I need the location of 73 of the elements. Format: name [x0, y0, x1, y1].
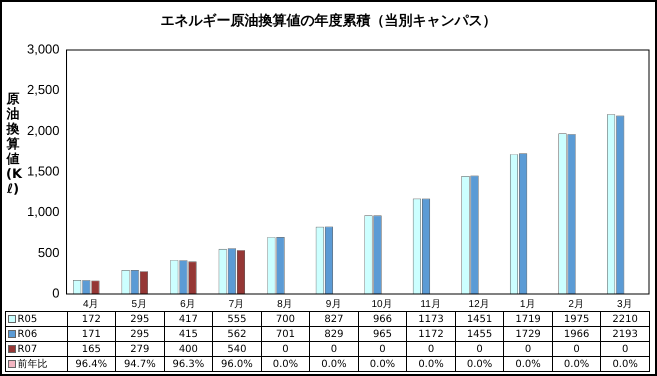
y-tick-label: 1,000: [26, 204, 60, 220]
x-tick-label: 12月: [468, 298, 490, 310]
x-tick-label: 2月: [568, 298, 584, 310]
text: 0.0%: [418, 358, 444, 370]
data-label: 2193: [600, 326, 650, 342]
data-label: 0: [358, 342, 407, 356]
data-label: 0: [310, 342, 358, 356]
data-label: 295: [116, 326, 164, 342]
data-label: 415: [164, 326, 213, 342]
x-tick-label: 9月: [326, 298, 342, 310]
legend-label: R05: [18, 314, 38, 324]
data-label: 1451: [455, 312, 504, 326]
data-label: 555: [212, 312, 262, 326]
data-label: 172: [67, 312, 116, 326]
text: 0.0%: [515, 358, 541, 370]
data-label: 1729: [504, 326, 552, 342]
x-tick-label: 7月: [228, 298, 244, 310]
text: 0.0%: [370, 358, 396, 370]
data-label: 279: [116, 342, 164, 356]
x-tick-label: 6月: [180, 298, 196, 310]
data-label: 1455: [455, 326, 504, 342]
y-tick-label: 2,000: [26, 122, 60, 138]
text: 96.4%: [75, 358, 108, 370]
data-label: 829: [310, 326, 358, 342]
data-label: 165: [67, 342, 116, 356]
data-label: 1719: [504, 312, 552, 326]
data-label: 701: [261, 326, 310, 342]
legend-label: R06: [18, 328, 38, 340]
text: 0.0%: [321, 358, 347, 370]
x-tick-label: 8月: [277, 298, 293, 310]
data-label: 0: [552, 342, 601, 356]
y-axis-title: 原油換算値(Kℓ): [6, 92, 22, 197]
data-label: 966: [358, 312, 407, 326]
x-tick-label: 1月: [520, 298, 536, 310]
data-label: 1173: [406, 312, 456, 326]
data-label: 1172: [406, 326, 456, 342]
data-label: 540: [212, 342, 262, 356]
y-tick-label: 500: [38, 244, 60, 260]
data-label: 0: [406, 342, 456, 356]
text: 0.0%: [612, 358, 638, 370]
text: 94.7%: [124, 358, 156, 370]
data-label: 2210: [600, 312, 650, 326]
y-tick-label: 1,500: [26, 164, 60, 179]
y-tick-label: 0: [52, 286, 60, 301]
text: 96.3%: [172, 358, 204, 370]
x-tick-label: 3月: [616, 298, 633, 310]
data-label: 0: [600, 342, 650, 356]
data-label: 700: [261, 312, 310, 326]
text: 0.0%: [564, 358, 590, 370]
data-label: 295: [116, 312, 164, 326]
data-label: 562: [212, 326, 262, 342]
x-tick-label: 5月: [132, 298, 148, 310]
x-tick-label: 11月: [420, 298, 441, 310]
data-label: 0: [455, 342, 504, 356]
data-label: 0: [261, 342, 310, 356]
data-label: 417: [164, 312, 213, 326]
data-label: 1966: [552, 326, 601, 342]
data-label: 1975: [552, 312, 601, 326]
data-label: 400: [164, 342, 213, 356]
data-label: 0: [504, 342, 552, 356]
y-tick-label: 2,500: [26, 82, 60, 98]
data-label: 965: [358, 326, 407, 342]
x-tick-label: 10月: [371, 298, 393, 310]
data-label: 171: [67, 326, 116, 342]
legend-label: R07: [18, 344, 38, 354]
text: 0.0%: [272, 358, 298, 370]
text: 96.0%: [221, 358, 253, 370]
legend-label: 前年比: [18, 358, 48, 370]
x-tick-label: 4月: [83, 298, 99, 310]
data-label: 827: [310, 312, 358, 326]
y-tick-label: 3,000: [26, 42, 60, 57]
text: 0.0%: [466, 358, 492, 370]
chart-title: エネルギー原油換算値の年度累積（当別キャンパス）: [160, 12, 498, 30]
